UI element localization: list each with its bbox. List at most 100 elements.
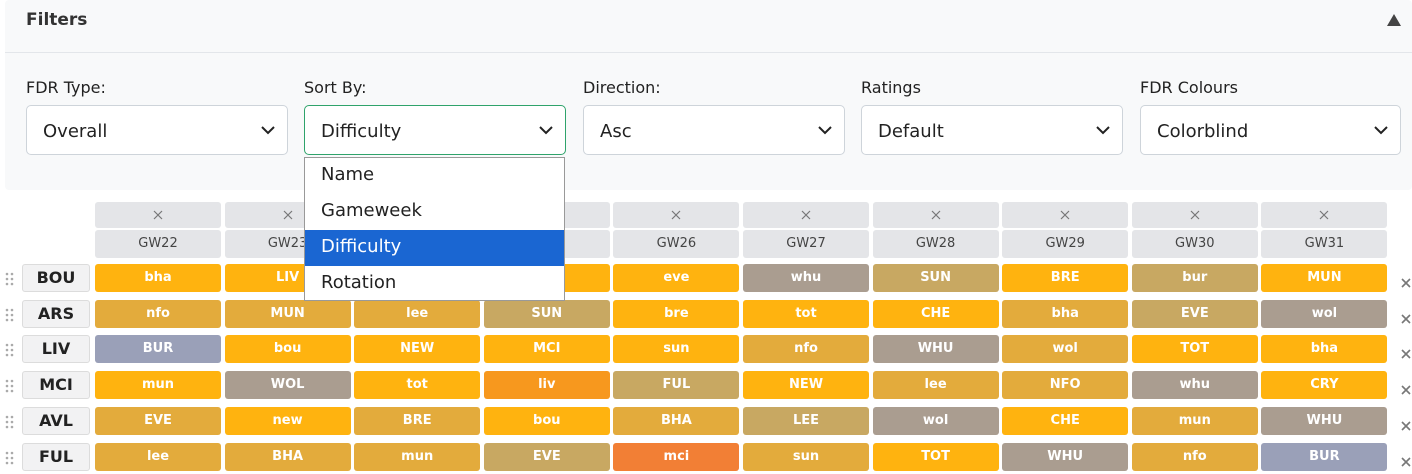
drag-handle[interactable]	[5, 271, 15, 290]
grip-icon	[5, 272, 14, 286]
team-label: FUL	[22, 442, 90, 471]
grip-icon	[5, 344, 14, 357]
dropdown-option[interactable]: Name	[321, 164, 375, 185]
fixture-cell: EVE	[95, 406, 221, 435]
drag-handle[interactable]	[5, 342, 15, 361]
fixture-cell: wol	[1002, 335, 1129, 364]
fixture-cell: BRE	[354, 406, 481, 435]
close-icon	[153, 210, 163, 220]
filter-select[interactable]: Asc	[583, 105, 845, 155]
filter-header[interactable]	[5, 0, 1412, 53]
close-icon	[1401, 421, 1411, 431]
remove-row[interactable]	[1401, 344, 1411, 363]
team-label: ARS	[22, 299, 90, 328]
fixture-cell: LEE	[743, 406, 869, 435]
team-label: AVL	[22, 406, 90, 435]
remove-column[interactable]	[1002, 202, 1129, 228]
fixture-cell: MCI	[483, 335, 610, 364]
drag-handle[interactable]	[5, 450, 15, 469]
fixture-cell: tot	[743, 299, 869, 328]
drag-handle[interactable]	[5, 307, 15, 326]
drag-handle[interactable]	[5, 414, 15, 433]
remove-column[interactable]	[613, 202, 740, 228]
filter-label: Sort By:	[304, 78, 367, 97]
close-icon	[1401, 349, 1411, 359]
remove-row[interactable]	[1401, 380, 1411, 399]
filter-select[interactable]: Difficulty	[304, 105, 566, 155]
filter-select[interactable]: Overall	[26, 105, 288, 155]
filter-label: Ratings	[861, 78, 921, 97]
remove-column[interactable]	[1131, 202, 1258, 228]
column-header: GW22	[95, 230, 221, 258]
fixture-cell: BHA	[613, 406, 740, 435]
remove-column[interactable]	[743, 202, 869, 228]
fixture-cell: bur	[1131, 264, 1258, 292]
remove-row[interactable]	[1401, 273, 1411, 292]
dropdown-option[interactable]: Difficulty	[305, 230, 564, 266]
filter-label: FDR Type:	[26, 78, 106, 97]
fixture-cell: BUR	[95, 335, 221, 364]
select-value: Overall	[43, 121, 108, 142]
fixture-cell: sun	[743, 442, 869, 471]
grip-icon	[5, 308, 14, 321]
remove-column[interactable]	[1261, 202, 1388, 228]
close-icon	[1319, 210, 1329, 220]
close-icon	[1401, 385, 1411, 395]
dropdown-option[interactable]: Gameweek	[321, 200, 422, 221]
fixture-cell: CHE	[1002, 406, 1129, 435]
fixture-cell: lee	[872, 371, 999, 400]
fixture-cell: NEW	[354, 335, 481, 364]
fixture-cell: nfo	[95, 299, 221, 328]
team-label: MCI	[22, 371, 90, 400]
fixture-cell: CRY	[1261, 371, 1388, 400]
fixture-cell: mci	[613, 442, 740, 471]
fixture-cell: mun	[1131, 406, 1258, 435]
fixture-cell: WHU	[872, 335, 999, 364]
grip-icon	[5, 379, 14, 393]
close-icon	[931, 210, 941, 220]
fixture-cell: CHE	[872, 299, 999, 328]
remove-column[interactable]	[95, 202, 221, 228]
filter-title: Filters	[26, 10, 88, 30]
fixture-cell: TOT	[872, 442, 999, 471]
close-icon	[283, 210, 293, 220]
team-label: BOU	[22, 264, 90, 292]
filter-label: Direction:	[583, 78, 661, 97]
column-header: GW26	[613, 230, 740, 258]
remove-column[interactable]	[872, 202, 999, 228]
drag-handle[interactable]	[5, 378, 15, 397]
chevron	[818, 126, 832, 135]
chevron	[261, 126, 275, 135]
select-value: Difficulty	[321, 121, 402, 142]
column-header: GW30	[1131, 230, 1258, 258]
close-icon	[1060, 210, 1070, 220]
fixture-cell: bou	[483, 406, 610, 435]
fixture-cell: EVE	[1131, 299, 1258, 328]
select-value: Asc	[600, 121, 632, 142]
close-icon	[1190, 210, 1200, 220]
dropdown-option[interactable]: Rotation	[321, 272, 397, 293]
remove-row[interactable]	[1401, 309, 1411, 328]
fixture-cell: whu	[1131, 371, 1258, 400]
fixture-cell: bha	[95, 264, 221, 292]
fixture-cell: WOL	[224, 371, 351, 400]
chevron	[1374, 126, 1388, 135]
fixture-cell: sun	[613, 335, 740, 364]
fixture-cell: nfo	[1131, 442, 1258, 471]
chevron	[539, 126, 553, 135]
fixture-cell: TOT	[1131, 335, 1258, 364]
fixture-cell: FUL	[613, 371, 740, 400]
remove-row[interactable]	[1401, 452, 1411, 471]
fixture-cell: bre	[613, 299, 740, 328]
collapse-icon[interactable]	[1387, 14, 1401, 26]
remove-row[interactable]	[1401, 416, 1411, 435]
column-header: GW31	[1261, 230, 1388, 258]
fixture-cell: WHU	[1261, 406, 1388, 435]
fixture-cell: mun	[354, 442, 481, 471]
filter-select[interactable]: Colorblind	[1140, 105, 1401, 155]
close-icon	[1401, 456, 1411, 467]
filter-select[interactable]: Default	[861, 105, 1123, 155]
select-value: Default	[878, 121, 944, 142]
sort-dropdown: Name Gameweek Difficulty Rotation	[304, 157, 565, 301]
